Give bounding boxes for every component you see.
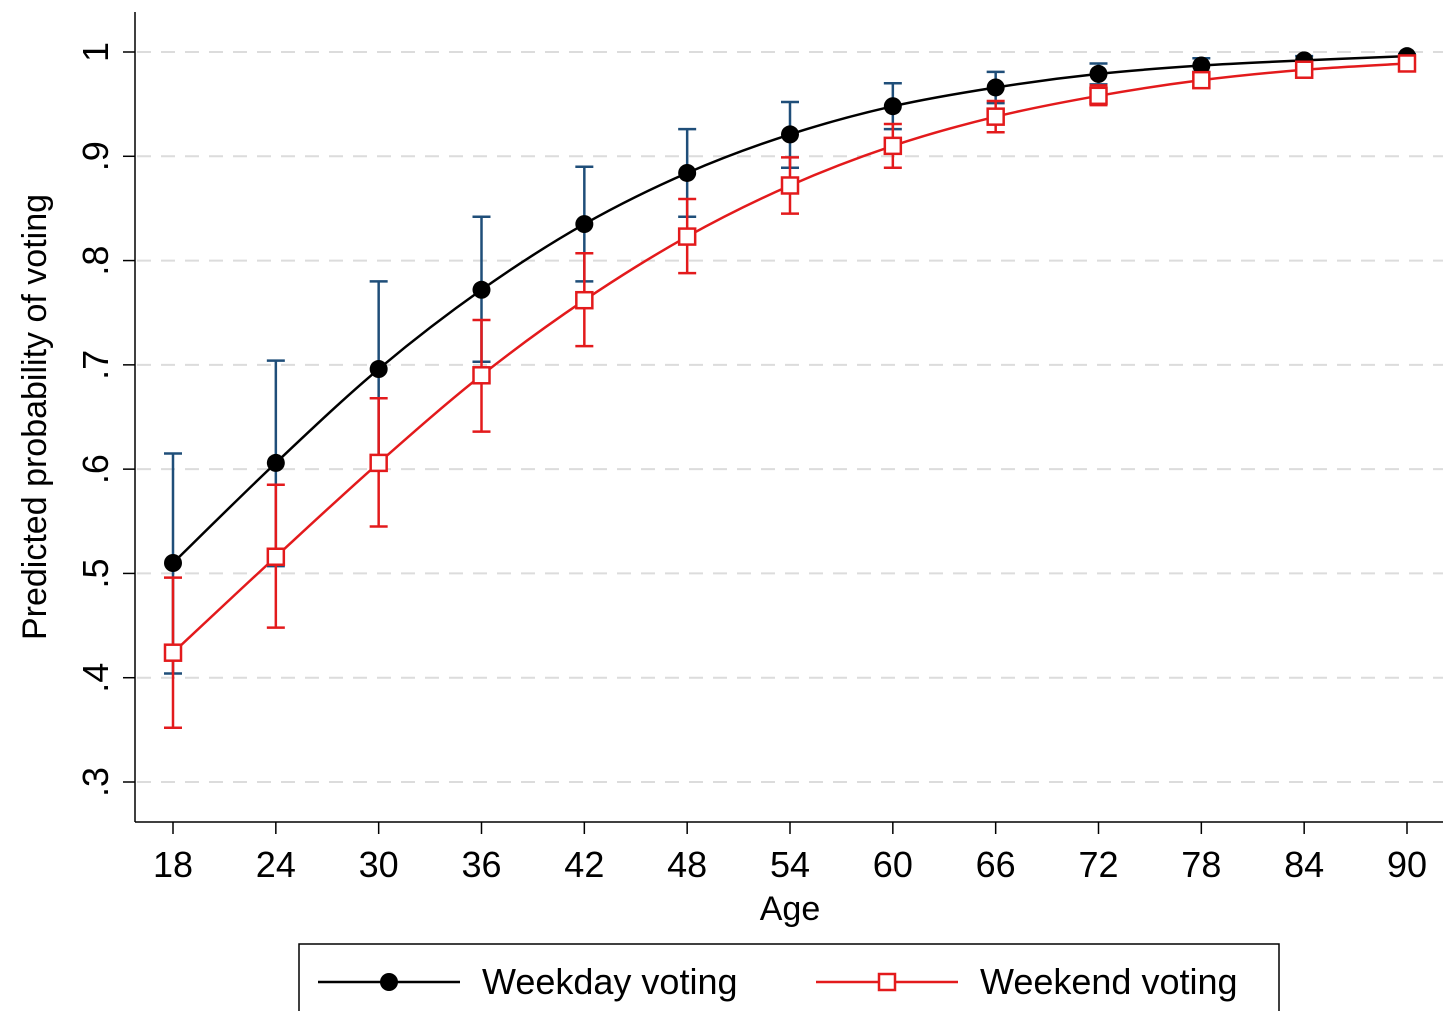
legend-item-0: Weekday voting xyxy=(318,961,737,1002)
y-ticks: .3 .4 .5 .6 .7 .8 .9 1 xyxy=(75,42,135,797)
data-point xyxy=(266,453,285,472)
x-tick-label: 72 xyxy=(1078,844,1118,885)
series-0-error-bars xyxy=(164,52,1416,675)
series-0-markers xyxy=(164,47,1416,572)
data-point xyxy=(369,360,388,379)
x-tick-label: 18 xyxy=(153,844,193,885)
legend-marker xyxy=(380,973,398,991)
legend-box xyxy=(298,943,1280,1011)
data-point xyxy=(1397,54,1417,73)
y-tick-label: 1 xyxy=(75,42,116,62)
y-tick-label: .4 xyxy=(75,663,116,693)
x-tick-label: 24 xyxy=(256,844,296,885)
y-tick-label: .6 xyxy=(75,454,116,484)
data-point xyxy=(575,215,594,234)
data-point xyxy=(472,280,491,299)
data-point xyxy=(1192,56,1211,75)
y-tick-label: .7 xyxy=(75,350,116,380)
data-point xyxy=(1089,64,1108,83)
series-1-markers xyxy=(163,54,1417,662)
x-tick-label: 78 xyxy=(1181,844,1221,885)
plot-area xyxy=(163,47,1417,730)
y-axis-title: Predicted probability of voting xyxy=(16,194,54,640)
x-tick-label: 60 xyxy=(873,844,913,885)
data-point xyxy=(369,453,388,473)
data-point xyxy=(678,163,697,182)
data-point xyxy=(1089,86,1108,106)
data-point xyxy=(986,107,1005,126)
axes xyxy=(134,12,1443,823)
data-point xyxy=(266,547,286,566)
y-tick-label: .3 xyxy=(75,767,116,797)
data-point xyxy=(472,366,491,385)
data-point xyxy=(780,176,800,195)
data-point xyxy=(883,136,903,156)
y-tick-label: .8 xyxy=(75,246,116,276)
x-tick-label: 42 xyxy=(564,844,604,885)
x-axis-title: Age xyxy=(760,890,821,928)
x-tick-label: 90 xyxy=(1387,844,1427,885)
data-point xyxy=(575,290,594,310)
x-ticks: 18 24 30 36 42 48 54 60 66 72 78 84 90 xyxy=(153,822,1427,885)
x-tick-label: 30 xyxy=(359,844,399,885)
data-point xyxy=(677,227,697,246)
data-point xyxy=(781,125,799,144)
legend: Weekday voting Weekend voting xyxy=(298,943,1280,1011)
legend-label: Weekend voting xyxy=(980,961,1238,1002)
x-tick-label: 54 xyxy=(770,844,810,885)
data-point xyxy=(883,97,902,116)
y-tick-label: .5 xyxy=(75,558,116,588)
data-point xyxy=(986,78,1005,97)
x-tick-label: 48 xyxy=(667,844,707,885)
x-tick-label: 66 xyxy=(976,844,1016,885)
data-point xyxy=(163,643,183,662)
gridlines xyxy=(137,51,1443,783)
data-point xyxy=(1192,70,1211,90)
x-tick-label: 84 xyxy=(1284,844,1324,885)
x-tick-label: 36 xyxy=(461,844,501,885)
y-tick-label: .9 xyxy=(75,141,116,171)
legend-label: Weekday voting xyxy=(482,961,737,1002)
data-point xyxy=(164,554,182,572)
legend-item-1: Weekend voting xyxy=(816,961,1238,1002)
data-point xyxy=(1294,60,1314,79)
legend-marker xyxy=(877,972,897,992)
